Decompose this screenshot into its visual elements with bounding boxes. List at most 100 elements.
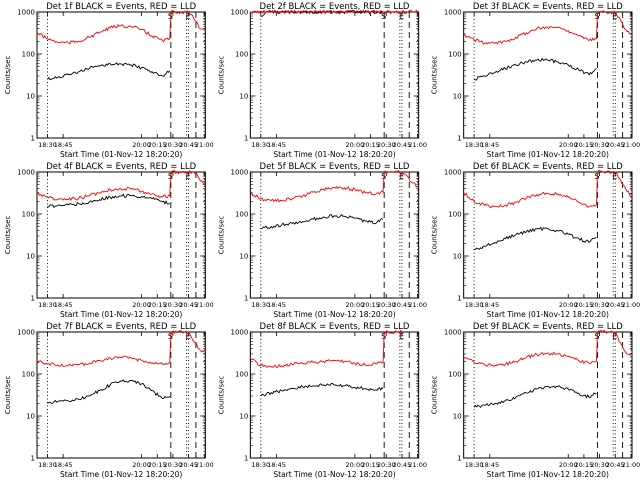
x-tick-label: 20:00 [132, 141, 151, 149]
y-tick-label: 1 [457, 135, 461, 143]
x-tick-label: 20:15 [361, 141, 380, 149]
x-tick-label: 20:30 [377, 461, 396, 469]
series-events-line [473, 385, 597, 408]
y-tick-label: 1000 [231, 329, 249, 337]
series-lld-line [249, 329, 403, 369]
x-tick-label: 20:30 [590, 461, 609, 469]
x-tick-label: 20:45 [606, 461, 625, 469]
time-marker-label: E [399, 172, 404, 181]
y-tick-label: 1 [244, 295, 248, 303]
x-tick-label: 18:45 [54, 301, 73, 309]
y-tick-label: 100 [22, 371, 35, 379]
x-tick-label: 20:15 [575, 301, 594, 309]
x-axis-label: Start Time (01-Nov-12 18:20:20) [487, 470, 609, 479]
y-axis-label: Counts/sec [431, 376, 439, 415]
y-tick-label: 1000 [231, 169, 249, 177]
y-tick-label: 1000 [17, 169, 35, 177]
y-tick-label: 100 [448, 51, 461, 59]
x-tick-label: 18:45 [480, 301, 499, 309]
y-axis-label: Counts/sec [431, 56, 439, 95]
y-tick-label: 1000 [444, 169, 462, 177]
chart-panel: Det 8f BLACK = Events, RED = LLD Start Ti… [217, 322, 427, 479]
x-axis-label: Start Time (01-Nov-12 18:20:20) [60, 470, 182, 479]
y-tick-label: 1 [244, 455, 248, 463]
y-tick-label: 100 [448, 211, 461, 219]
y-tick-label: 1 [457, 295, 461, 303]
series-events-line [473, 226, 597, 251]
x-tick-label: 20:45 [606, 301, 625, 309]
x-axis-label: Start Time (01-Nov-12 18:20:20) [60, 150, 182, 159]
plot-frame [463, 331, 633, 459]
y-tick-label: 1 [457, 455, 461, 463]
x-tick-label: 18:30 [251, 301, 270, 309]
plot-frame [36, 331, 206, 459]
x-tick-label: 20:15 [575, 141, 594, 149]
x-tick-label: 21:00 [408, 301, 427, 309]
y-axis-label: Counts/sec [4, 56, 12, 95]
y-tick-label: 100 [235, 371, 248, 379]
x-tick-label: 18:45 [54, 141, 73, 149]
x-tick-label: 21:00 [195, 141, 214, 149]
x-tick-label: 18:45 [480, 141, 499, 149]
series-events-line [47, 193, 171, 209]
x-tick-label: 18:30 [465, 461, 484, 469]
chart-panel: Det 5f BLACK = Events, RED = LLD Start Ti… [217, 162, 427, 319]
time-marker-label: E [612, 332, 617, 341]
x-tick-label: 18:30 [251, 141, 270, 149]
y-tick-label: 100 [22, 51, 35, 59]
time-marker-label: E [612, 172, 617, 181]
x-tick-label: 18:30 [38, 141, 57, 149]
x-tick-label: 20:00 [559, 301, 578, 309]
y-tick-label: 10 [453, 253, 462, 261]
x-tick-label: 18:30 [465, 141, 484, 149]
time-marker-label: E [186, 332, 191, 341]
chart-title: Det 5f BLACK = Events, RED = LLD [260, 162, 410, 172]
x-tick-label: 21:00 [195, 461, 214, 469]
x-tick-label: 20:45 [179, 301, 198, 309]
time-marker-label: E [399, 12, 404, 21]
x-tick-label: 21:00 [408, 461, 427, 469]
time-marker-label: E [399, 332, 404, 341]
x-tick-label: 20:15 [575, 461, 594, 469]
y-tick-label: 10 [453, 413, 462, 421]
y-tick-label: 1000 [17, 329, 35, 337]
y-axis-label: Counts/sec [217, 376, 225, 415]
chart-panel: Det 3f BLACK = Events, RED = LLD Start Ti… [431, 2, 640, 159]
x-axis-label: Start Time (01-Nov-12 18:20:20) [487, 150, 609, 159]
x-tick-label: 20:45 [393, 461, 412, 469]
series-events-line [260, 382, 384, 397]
y-tick-label: 10 [239, 253, 248, 261]
x-tick-label: 20:00 [559, 141, 578, 149]
chart-panel: Det 4f BLACK = Events, RED = LLD Start Ti… [4, 162, 214, 319]
chart-title: Det 3f BLACK = Events, RED = LLD [473, 2, 623, 12]
y-tick-label: 10 [239, 413, 248, 421]
x-tick-label: 20:45 [606, 141, 625, 149]
series-lld-line [36, 329, 205, 367]
chart-title: Det 8f BLACK = Events, RED = LLD [260, 322, 410, 332]
x-tick-label: 18:45 [267, 461, 286, 469]
x-tick-label: 20:30 [164, 301, 183, 309]
series-lld-line [463, 329, 632, 367]
x-tick-label: 18:30 [38, 461, 57, 469]
series-lld-line [250, 169, 418, 203]
series-lld-line [36, 9, 205, 45]
x-axis-label: Start Time (01-Nov-12 18:20:20) [273, 470, 395, 479]
x-tick-label: 20:45 [393, 141, 412, 149]
plot-frame [249, 171, 420, 299]
y-tick-label: 1000 [444, 9, 462, 17]
y-tick-label: 1 [31, 135, 35, 143]
x-tick-label: 18:45 [267, 141, 286, 149]
plot-frame [36, 171, 206, 299]
x-axis-label: Start Time (01-Nov-12 18:20:20) [273, 310, 395, 319]
chart-panel: Det 1f BLACK = Events, RED = LLD Start Ti… [4, 2, 214, 159]
chart-panel: Det 6f BLACK = Events, RED = LLD Start Ti… [431, 162, 640, 319]
y-tick-label: 100 [22, 211, 35, 219]
x-tick-label: 20:15 [148, 301, 167, 309]
y-axis-label: Counts/sec [217, 56, 225, 95]
plot-frame [463, 171, 633, 299]
plot-frame [463, 11, 633, 139]
x-tick-label: 20:15 [148, 461, 167, 469]
series-lld-line [463, 169, 632, 209]
x-tick-label: 20:00 [559, 461, 578, 469]
chart-title: Det 1f BLACK = Events, RED = LLD [46, 2, 196, 12]
